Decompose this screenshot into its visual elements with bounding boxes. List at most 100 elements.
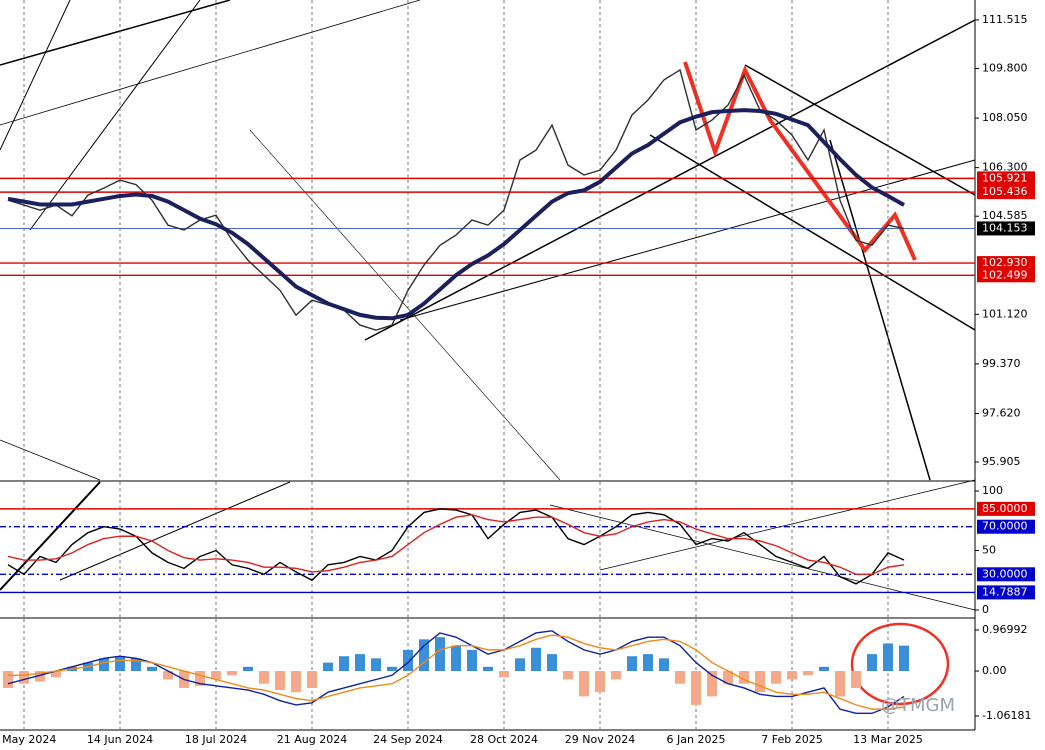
histogram-bar: [579, 671, 589, 697]
x-tick-label: 7 Feb 2025: [761, 733, 822, 746]
y-tick-label: 108.050: [982, 111, 1028, 124]
x-tick-label: 24 Sep 2024: [373, 733, 443, 746]
histogram-bar: [563, 671, 573, 680]
histogram-bar: [131, 658, 141, 672]
histogram-bar: [723, 671, 733, 684]
y-tick-label: 106.300: [982, 161, 1028, 174]
histogram-bar: [515, 658, 525, 672]
histogram-bar: [371, 658, 381, 672]
histogram-bar: [195, 671, 205, 686]
histogram-bar: [819, 666, 829, 672]
y-tick-label: 111.515: [982, 13, 1028, 26]
histogram-bar: [691, 671, 701, 705]
level-label: 102.930: [982, 256, 1028, 269]
histogram-bar: [675, 671, 685, 684]
histogram-bar: [211, 671, 221, 680]
level-label: 105.436: [982, 185, 1028, 198]
x-tick-label: 28 Oct 2024: [470, 733, 538, 746]
level-label-box: [977, 519, 1035, 534]
y-tick-label: 0: [982, 603, 989, 616]
histogram-bar: [547, 654, 557, 672]
histogram-bar: [499, 671, 509, 678]
histogram-bar: [163, 671, 173, 680]
histogram-bar: [771, 671, 781, 684]
x-tick-label: 6 Jan 2025: [667, 733, 726, 746]
y-tick-label: 99.370: [982, 357, 1021, 370]
histogram-bar: [883, 643, 893, 672]
y-tick-label: 0.96992: [982, 623, 1028, 636]
series-line: [7, 108, 905, 321]
x-tick-label: 13 Mar 2025: [853, 733, 923, 746]
watermark: @TMGM: [881, 695, 955, 716]
histogram-bar: [291, 671, 301, 693]
histogram-bar: [787, 671, 797, 680]
series-line: [7, 630, 905, 715]
histogram-bar: [627, 656, 637, 672]
annotation-arrows: [683, 61, 950, 706]
histogram-bar: [483, 666, 493, 672]
x-tick-label: 14 Jun 2024: [87, 733, 153, 746]
y-tick-label: -1.06181: [982, 709, 1031, 722]
x-tick-label: 21 Aug 2024: [277, 733, 347, 746]
histogram-bar: [835, 671, 845, 697]
level-label: 70.0000: [982, 520, 1028, 533]
histogram-bar: [643, 654, 653, 672]
histogram-bar: [275, 671, 285, 691]
y-tick-label: 50: [982, 544, 996, 557]
histogram-bar: [451, 645, 461, 672]
histogram-bar: [739, 671, 749, 684]
histogram-bar: [387, 666, 397, 672]
level-label-box: [977, 171, 1035, 186]
histogram-bar: [851, 671, 861, 688]
level-label-box: [977, 567, 1035, 582]
y-tick-label: 95.905: [982, 455, 1021, 468]
histogram-bar: [467, 649, 477, 672]
histogram-bar: [899, 645, 909, 672]
level-label-box: [977, 185, 1035, 200]
histogram-bar: [227, 671, 237, 676]
y-tick-label: 104.585: [982, 209, 1028, 222]
level-label-box: [977, 221, 1035, 236]
histogram-bar: [19, 671, 29, 684]
histogram-bar: [307, 671, 317, 688]
level-label: 104.153: [982, 221, 1028, 234]
level-label: 85.0000: [982, 502, 1028, 515]
y-tick-label: 97.620: [982, 406, 1021, 419]
x-tick-label: 29 Nov 2024: [565, 733, 635, 746]
level-label: 30.0000: [982, 567, 1028, 580]
histogram-bar: [323, 662, 333, 672]
y-tick-label: 100: [982, 484, 1003, 497]
histogram-bar: [339, 656, 349, 672]
histogram-bar: [403, 649, 413, 672]
histogram-bar: [243, 666, 253, 672]
histogram-bar: [115, 656, 125, 672]
histogram-bar: [755, 671, 765, 693]
level-label-box: [977, 256, 1035, 271]
histogram-bar: [259, 671, 269, 684]
x-tick-label: 3 May 2024: [0, 733, 56, 746]
histogram-bar: [867, 654, 877, 672]
histogram-bar: [707, 671, 717, 697]
histogram-bar: [435, 637, 445, 672]
level-label-box: [977, 501, 1035, 516]
x-tick-label: 18 Jul 2024: [185, 733, 247, 746]
histogram-bar: [595, 671, 605, 693]
y-tick-label: 0.00: [982, 664, 1007, 677]
level-label: 102.499: [982, 268, 1028, 281]
histogram-bar: [531, 647, 541, 672]
histogram-bar: [419, 639, 429, 672]
histogram-bar: [3, 671, 13, 688]
level-label-box: [977, 268, 1035, 283]
level-label: 105.921: [982, 171, 1028, 184]
level-label-box: [977, 585, 1035, 600]
histogram-bar: [659, 658, 669, 672]
series-line: [7, 514, 905, 575]
y-tick-label: 101.120: [982, 307, 1028, 320]
histogram-bar: [35, 671, 45, 682]
histogram-bar: [51, 671, 61, 678]
trend-drawings: [0, 0, 976, 611]
level-label: 14.7887: [982, 585, 1028, 598]
y-tick-label: 109.800: [982, 62, 1028, 75]
